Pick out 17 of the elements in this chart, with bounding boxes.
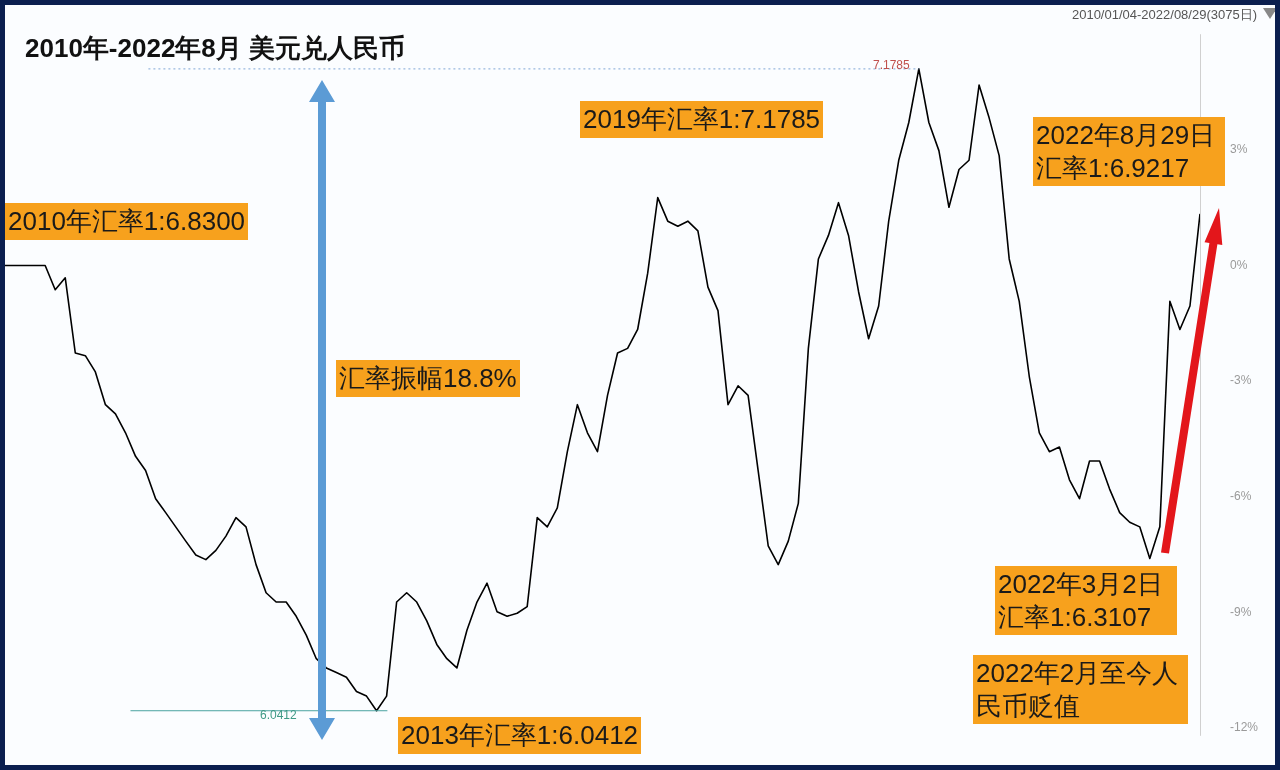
annotation: 2013年汇率1:6.0412 bbox=[398, 717, 642, 754]
y-tick-label: 3% bbox=[1230, 142, 1248, 157]
text: 2010/01/04-2022/08/29(3075日) bbox=[1071, 7, 1257, 24]
annotation: 2022年2月至今人民币贬值 bbox=[973, 655, 1188, 724]
y-tick-label: -3% bbox=[1230, 373, 1252, 388]
annotation: 2019年汇率1:7.1785 bbox=[580, 101, 824, 138]
y-tick-label: -12% bbox=[1230, 720, 1259, 735]
y-tick-label: 0% bbox=[1230, 257, 1248, 272]
annotation: 7.1785 bbox=[873, 57, 910, 73]
annotation: 2010年汇率1:6.8300 bbox=[5, 203, 249, 240]
annotation: 汇率振幅18.8% bbox=[336, 360, 520, 397]
y-tick-label: -6% bbox=[1230, 489, 1252, 504]
annotation: 2022年8月29日汇率1:6.9217 bbox=[1033, 117, 1225, 186]
annotation: 6.0412 bbox=[260, 707, 297, 723]
chart-title: 2010年-2022年8月 美元兑人民币 bbox=[25, 32, 406, 65]
y-tick-label: -9% bbox=[1230, 604, 1252, 619]
annotation: 2022年3月2日汇率1:6.3107 bbox=[995, 566, 1177, 635]
